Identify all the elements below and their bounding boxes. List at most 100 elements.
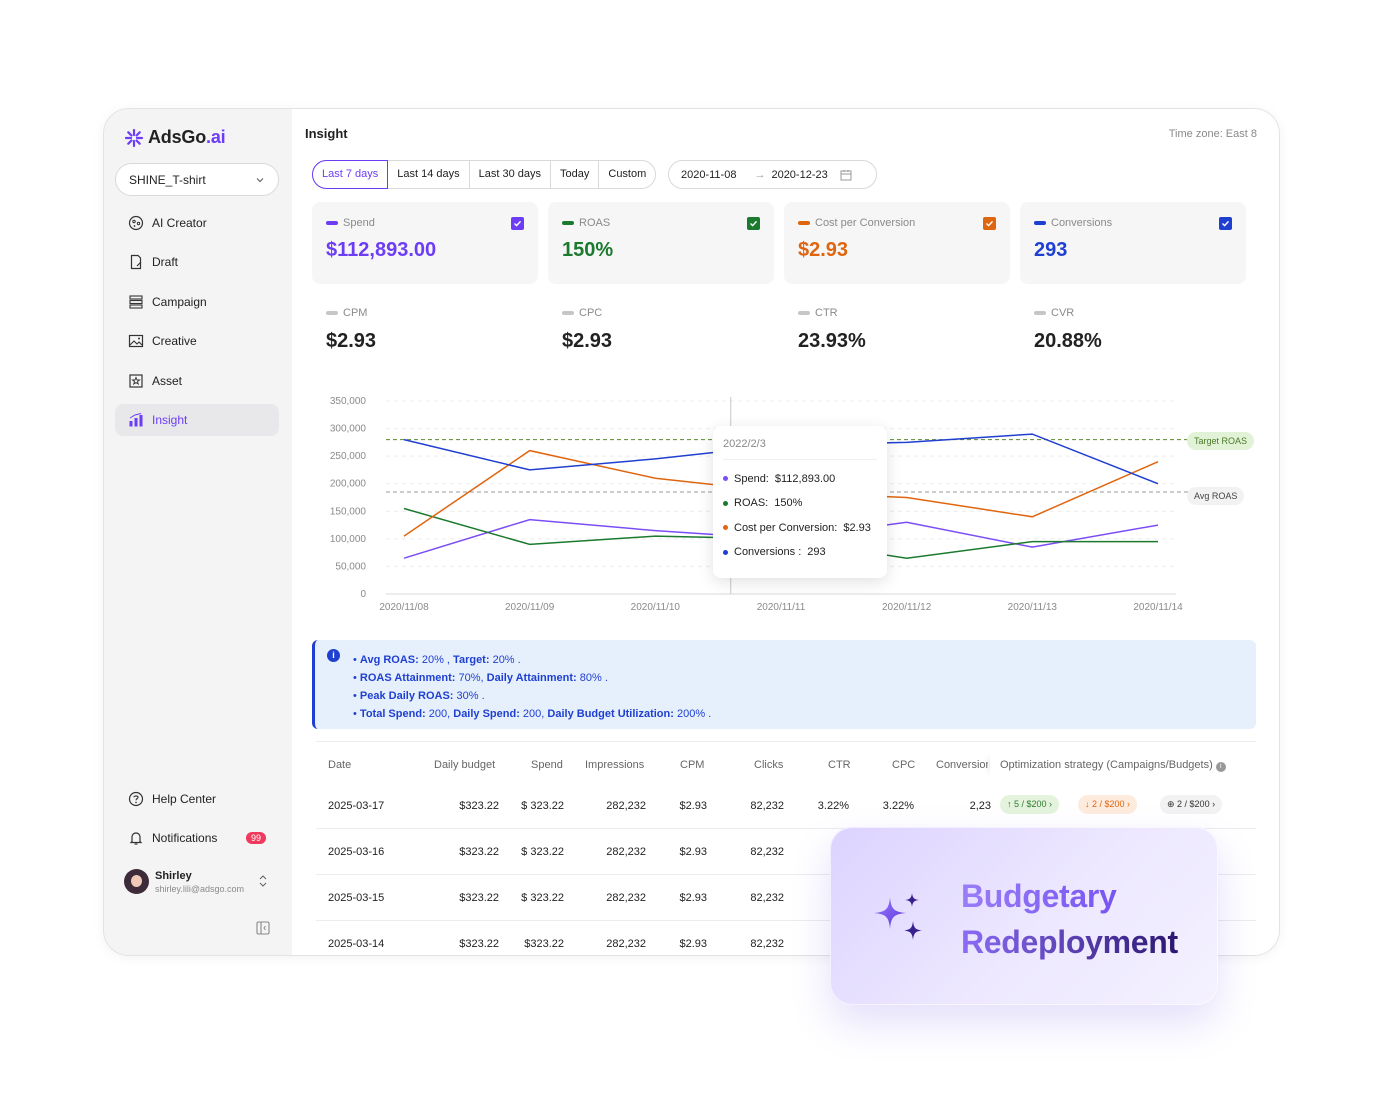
strategy-chip[interactable]: ↑ 5 / $200 › [1000, 795, 1060, 814]
user-profile[interactable]: Shirley shirley.lili@adsgo.com [124, 869, 267, 894]
column-header[interactable]: Impressions [585, 759, 645, 771]
user-name: Shirley [155, 869, 192, 882]
sidebar-item-insight[interactable]: Insight [115, 403, 279, 436]
column-header[interactable]: Clicks [754, 759, 784, 771]
table-cell-clicks: 82,232 [750, 892, 784, 904]
sidebar-item-ai-creator[interactable]: AI Creator [115, 207, 279, 239]
tooltip-row: Conversions : 293 [723, 546, 877, 558]
sidebar-item-label: Campaign [152, 294, 207, 309]
insight-summary-item: • Total Spend: 200, Daily Spend: 200, Da… [353, 708, 712, 720]
table-row[interactable]: 2025-03-15 $323.22 $ 323.22 282,232 $2.93 82,… [316, 875, 1256, 921]
kpi-cards: Spend $112,893.00 ROAS 150% Cost per Con… [312, 202, 1246, 284]
checkbox-icon[interactable] [747, 217, 760, 230]
creative-icon [128, 335, 144, 348]
tab-last-7-days[interactable]: Last 7 days [312, 160, 389, 189]
draft-icon [130, 255, 142, 270]
feature-title: Budgetary Redeployment [961, 873, 1178, 965]
kpi-cpm: CPM $2.93 [326, 307, 562, 353]
insight-summary-banner: i • Avg ROAS: 20% , Target: 20% . • ROAS … [312, 640, 1256, 729]
series-dot [723, 500, 728, 506]
column-header[interactable]: Conversion [936, 759, 988, 771]
date-arrow: → [754, 168, 766, 181]
chart-tooltip: 2022/2/3 Spend: $112,893.00 ROAS: 150% Cos… [713, 426, 887, 578]
tab-custom[interactable]: Custom [608, 168, 647, 180]
sidebar: AdsGo.ai SHINE_T-shirt AI Creator Draft … [104, 109, 292, 955]
table-cell-budget: $323.22 [459, 938, 499, 950]
sidebar-item-label: Help Center [152, 792, 217, 806]
strategy-chip[interactable]: ⊕ 2 / $200 › [1160, 795, 1223, 814]
column-header[interactable]: Spend [531, 759, 563, 771]
table-cell-date: 2025-03-16 [328, 846, 385, 858]
checkbox-icon[interactable] [983, 217, 996, 230]
series-swatch [562, 311, 574, 315]
table-row[interactable]: 2025-03-17 $323.22 $ 323.22 282,232 $2.93 82,… [316, 783, 1256, 829]
kpi-label: CTR [815, 307, 838, 319]
sidebar-item-campaign[interactable]: Campaign [115, 286, 279, 318]
workspace-selector[interactable]: SHINE_T-shirt [115, 163, 279, 196]
column-header[interactable]: CPM [680, 759, 705, 771]
table-row[interactable]: 2025-03-14 $323.22 $323.22 282,232 $2.93 82,2… [316, 921, 1256, 955]
summary-value: 200, [425, 708, 454, 720]
sidebar-nav: AI Creator Draft Campaign Creative Asset… [115, 207, 279, 443]
tab-last-14-days[interactable]: Last 14 days [388, 161, 470, 188]
sidebar-item-label: Draft [152, 255, 179, 270]
kpi-card-cost-per-conversion[interactable]: Cost per Conversion $2.93 [784, 202, 1010, 284]
sidebar-item-notifications[interactable]: Notifications 99 [115, 822, 279, 854]
tab-today[interactable]: Today [551, 161, 600, 188]
checkbox-icon[interactable] [511, 217, 524, 230]
avg-roas-label: Avg ROAS [1187, 487, 1245, 505]
kpi-label: CPM [343, 307, 368, 319]
kpi-value: $112,893.00 [326, 239, 437, 261]
logo-icon [124, 128, 144, 147]
column-header[interactable]: Daily budget [434, 759, 496, 771]
table-row[interactable]: 2025-03-16 $323.22 $ 323.22 282,232 $2.93 82,… [316, 829, 1256, 875]
table-cell-spend: $ 323.22 [521, 800, 564, 812]
sidebar-item-label: Asset [152, 373, 183, 388]
date-range-picker[interactable]: 2020-11-08 → 2020-12-23 [668, 160, 877, 189]
sidebar-item-creative[interactable]: Creative [115, 325, 279, 357]
insight-icon [129, 412, 143, 427]
tooltip-label: Conversions : [734, 546, 802, 558]
y-tick-label: 300,000 [330, 424, 367, 435]
sidebar-item-asset[interactable]: Asset [115, 365, 279, 397]
checkbox-icon[interactable] [1219, 217, 1232, 230]
table-cell-impr: 282,232 [606, 938, 646, 950]
feature-title-line1: Budgetary [961, 873, 1178, 919]
column-header[interactable]: CTR [828, 759, 851, 771]
timezone-label: Time zone: East 8 [1168, 128, 1257, 140]
series-dot [723, 476, 728, 481]
table-cell-ctr: 3.22% [817, 800, 849, 812]
sidebar-item-help-center[interactable]: Help Center [115, 783, 279, 815]
summary-value: 70%, [455, 672, 487, 684]
summary-key: Target: [453, 654, 490, 666]
collapse-sidebar-icon[interactable] [256, 921, 270, 935]
sidebar-item-label: Insight [152, 412, 188, 427]
x-tick-label: 2020/11/11 [757, 602, 806, 613]
column-header[interactable]: Date [328, 759, 352, 771]
user-email: shirley.lili@adsgo.com [155, 883, 244, 894]
tooltip-row: ROAS: 150% [723, 497, 877, 509]
logo[interactable]: AdsGo.ai [124, 127, 226, 148]
x-tick-label: 2020/11/10 [631, 602, 681, 613]
tooltip-label: Cost per Conversion: [734, 521, 838, 534]
kpi-card-conversions[interactable]: Conversions 293 [1020, 202, 1246, 284]
kpi-card-roas[interactable]: ROAS 150% [548, 202, 774, 284]
sidebar-item-draft[interactable]: Draft [115, 246, 279, 278]
insight-summary-item: • Avg ROAS: 20% , Target: 20% . [353, 654, 521, 666]
column-header[interactable]: Optimization strategy (Campaigns/Budgets… [990, 753, 1236, 777]
table-cell-date: 2025-03-15 [328, 892, 385, 904]
feature-title-line2: Redeployment [961, 919, 1178, 965]
kpi-value: 20.88% [1034, 330, 1102, 352]
tab-last-30-days[interactable]: Last 30 days [470, 161, 552, 188]
table-cell-clicks: 82,232 [750, 800, 784, 812]
kpi-card-spend[interactable]: Spend $112,893.00 [312, 202, 538, 284]
chevron-updown-icon[interactable] [258, 874, 268, 888]
summary-key: Total Spend: [359, 708, 426, 720]
summary-key: Avg ROAS: [359, 654, 419, 666]
notification-badge: 99 [245, 832, 266, 844]
strategy-chip[interactable]: ↓ 2 / $200 › [1078, 795, 1138, 814]
table-cell-impr: 282,232 [606, 892, 646, 904]
column-header[interactable]: CPC [892, 759, 916, 771]
table-cell-impr: 282,232 [606, 846, 646, 858]
table-cell-impr: 282,232 [606, 800, 646, 812]
